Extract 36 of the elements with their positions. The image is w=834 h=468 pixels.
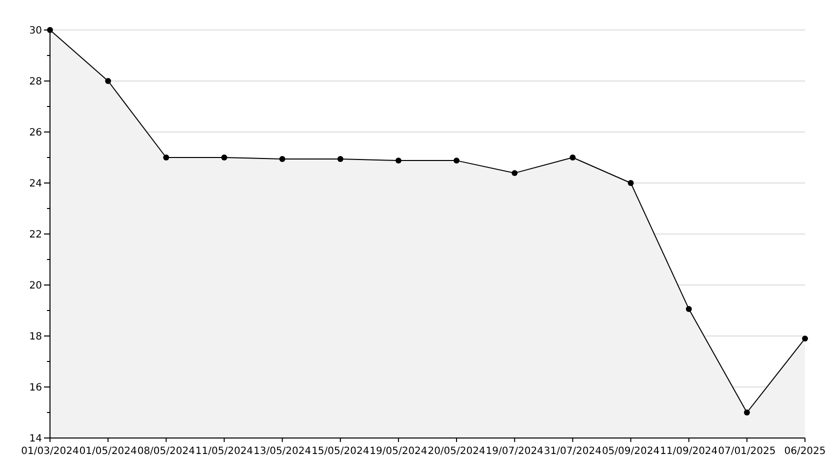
y-tick-label: 18: [29, 332, 42, 342]
y-tick-label: 22: [29, 230, 42, 240]
y-tick-label: 20: [29, 280, 42, 292]
x-tick-label: 31/07/2024: [544, 446, 602, 457]
y-tick-label: 30: [29, 26, 42, 36]
x-tick-label: 08/05/2024: [137, 446, 195, 457]
point: [395, 158, 402, 164]
x-tick-label: 01/03/2024: [21, 446, 79, 457]
x-tick-label: 01/05/2024: [79, 446, 137, 457]
x-tick-label: 07/01/2025: [718, 446, 776, 457]
y-tick-label: 28: [29, 76, 42, 88]
x-tick-label: 06/2025: [784, 446, 826, 457]
point: [454, 158, 460, 164]
y-tick-label: 14: [29, 434, 42, 444]
x-tick-label: 11/05/2024: [195, 446, 254, 457]
x-tick-label: 11/09/2024: [660, 446, 718, 457]
point: [802, 336, 808, 342]
x-tick-label: 05/09/2024: [602, 446, 660, 457]
point: [570, 154, 576, 160]
point: [279, 156, 286, 162]
x-tick-label: 13/05/2024: [253, 446, 312, 457]
y-tick-label: 16: [29, 382, 42, 394]
y-tick-label: 26: [29, 128, 42, 138]
point: [686, 306, 692, 312]
point: [163, 154, 170, 160]
point: [512, 170, 518, 176]
point: [105, 78, 112, 84]
x-tick-label: 15/05/2024: [312, 446, 370, 457]
x-tick-label: 20/05/2024: [428, 446, 486, 457]
point: [221, 154, 228, 160]
x-tick-label: 19/05/2024: [370, 446, 428, 457]
x-tick-label: 19/07/2024: [486, 446, 544, 457]
y-tick-label: 24: [29, 178, 42, 190]
point: [337, 156, 344, 162]
point: [628, 180, 634, 186]
point: [744, 410, 750, 416]
